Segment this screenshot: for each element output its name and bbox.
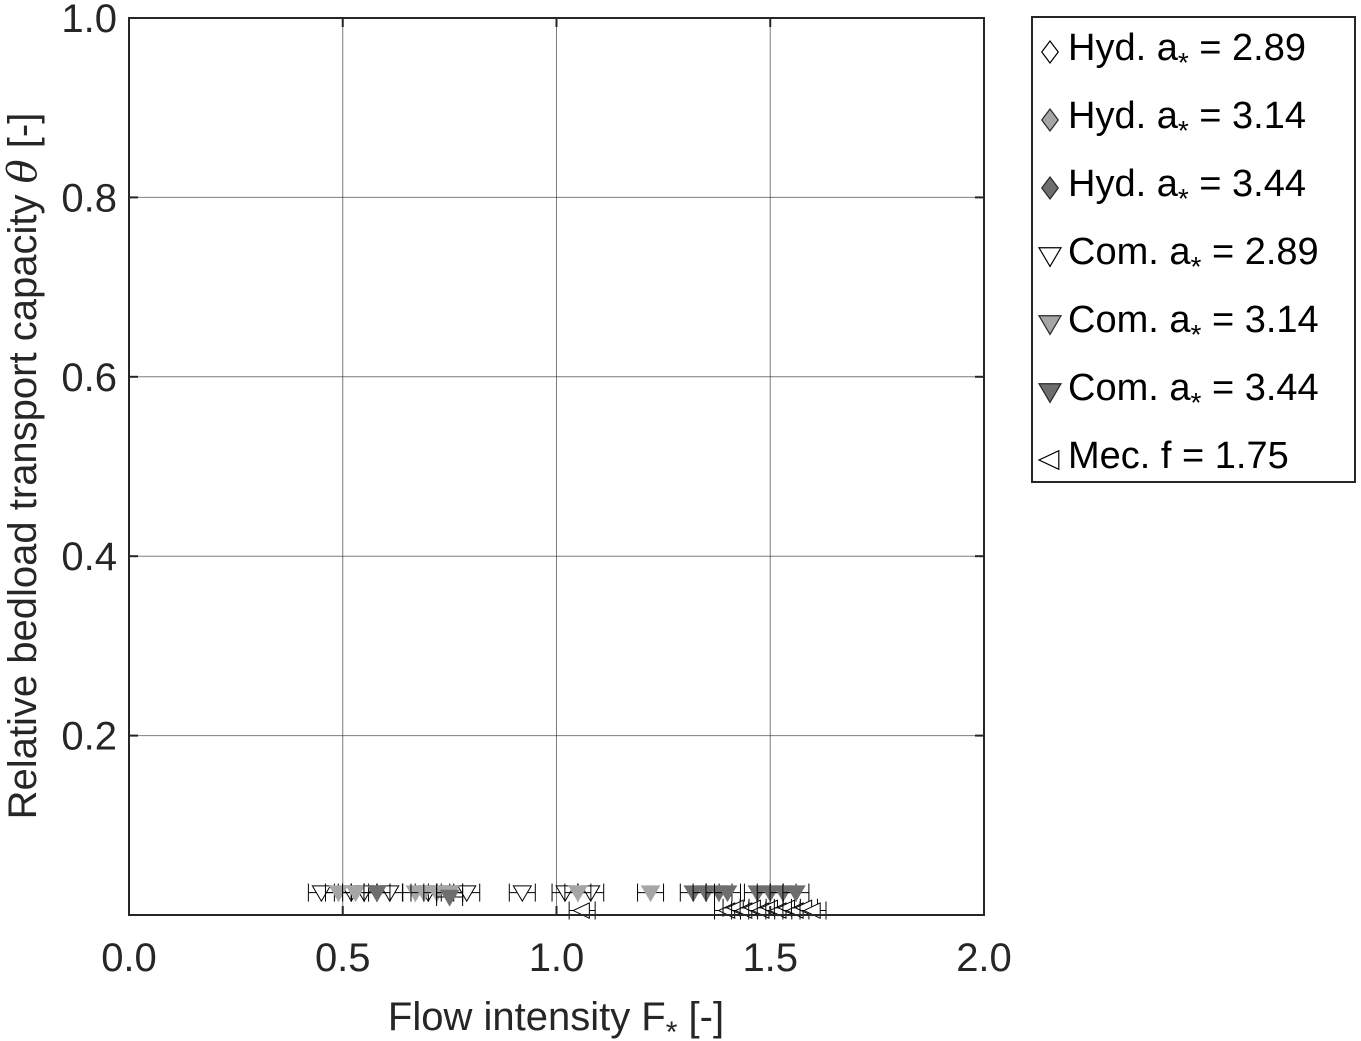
x-tick-label: 0.5 bbox=[315, 936, 371, 980]
x-axis-label-subscript: * bbox=[666, 1016, 678, 1041]
x-axis-label-unit: [-] bbox=[677, 995, 724, 1039]
y-tick-label: 1.0 bbox=[61, 0, 117, 41]
data-marker bbox=[345, 885, 366, 903]
legend-item: Com. a* = 3.44 bbox=[1037, 367, 1319, 418]
legend-label: Mec. f = 1.75 bbox=[1068, 435, 1289, 477]
legend-marker bbox=[1041, 108, 1059, 132]
data-marker bbox=[367, 885, 387, 903]
x-tick-label: 1.0 bbox=[529, 936, 585, 980]
data-point bbox=[508, 883, 536, 903]
data-point bbox=[568, 901, 596, 920]
legend-item: Mec. f = 1.75 bbox=[1037, 435, 1289, 477]
data-point bbox=[363, 883, 391, 903]
ticks: 0.0 0.5 1.0 1.5 2.0 0.2 0.4 0.6 0.8 1.0 bbox=[61, 0, 1011, 980]
x-axis-label: Flow intensity F* [-] bbox=[388, 995, 724, 1041]
legend-item: Hyd. a* = 3.44 bbox=[1041, 163, 1306, 214]
data-point bbox=[564, 883, 592, 903]
legend-marker bbox=[1037, 247, 1063, 268]
data-marker bbox=[568, 885, 588, 903]
legend: Hyd. a* = 2.89 Hyd. a* = 3.14 Hyd. a* = 3.… bbox=[1031, 16, 1356, 483]
x-tick-label: 0.0 bbox=[101, 936, 157, 980]
y-axis-label-main: Relative bedload transport capacity bbox=[1, 195, 45, 820]
legend-label: Hyd. a* = 3.14 bbox=[1068, 95, 1306, 146]
legend-label: Com. a* = 2.89 bbox=[1068, 231, 1319, 282]
data-marker bbox=[439, 889, 460, 907]
y-tick-label: 0.6 bbox=[61, 356, 117, 400]
data-marker bbox=[786, 885, 806, 903]
data-marker bbox=[311, 885, 332, 903]
data-marker bbox=[640, 885, 661, 903]
legend-marker bbox=[1037, 315, 1063, 336]
legend-items: Hyd. a* = 2.89 Hyd. a* = 3.14 Hyd. a* = 3.… bbox=[1037, 27, 1319, 477]
y-axis-label: Relative bedload transport capacity θ [-… bbox=[0, 113, 46, 820]
grid bbox=[129, 18, 984, 915]
y-tick-label: 0.2 bbox=[61, 715, 117, 759]
data-marker bbox=[328, 885, 349, 903]
legend-item: Com. a* = 3.14 bbox=[1037, 299, 1319, 350]
legend-marker bbox=[1037, 383, 1063, 404]
legend-label: Hyd. a* = 3.44 bbox=[1068, 163, 1306, 214]
legend-label: Com. a* = 3.44 bbox=[1068, 367, 1319, 418]
data-point bbox=[436, 888, 464, 907]
legend-label: Hyd. a* = 2.89 bbox=[1068, 27, 1306, 78]
y-tick-label: 0.4 bbox=[61, 535, 117, 579]
data-marker bbox=[456, 885, 477, 903]
y-axis-label-symbol: θ bbox=[0, 159, 46, 183]
legend-marker bbox=[1041, 40, 1059, 64]
data-marker bbox=[717, 885, 738, 903]
legend-item: Hyd. a* = 2.89 bbox=[1041, 27, 1306, 78]
legend-marker bbox=[1041, 176, 1059, 200]
data-marker bbox=[512, 885, 533, 903]
x-tick-label: 1.5 bbox=[742, 936, 798, 980]
legend-item: Hyd. a* = 3.14 bbox=[1041, 95, 1306, 146]
data-point bbox=[714, 883, 741, 903]
x-axis-label-main: Flow intensity F bbox=[388, 995, 666, 1039]
legend-label: Com. a* = 3.14 bbox=[1068, 299, 1319, 350]
legend-box bbox=[1031, 16, 1356, 483]
x-tick-label: 2.0 bbox=[956, 936, 1012, 980]
data-point bbox=[637, 883, 665, 903]
y-axis-label-space bbox=[1, 183, 45, 194]
data-point bbox=[782, 883, 810, 903]
legend-marker bbox=[1037, 449, 1060, 471]
y-axis-label-unit: [-] bbox=[1, 113, 45, 160]
y-tick-label: 0.8 bbox=[61, 176, 117, 220]
legend-item: Com. a* = 2.89 bbox=[1037, 231, 1319, 282]
